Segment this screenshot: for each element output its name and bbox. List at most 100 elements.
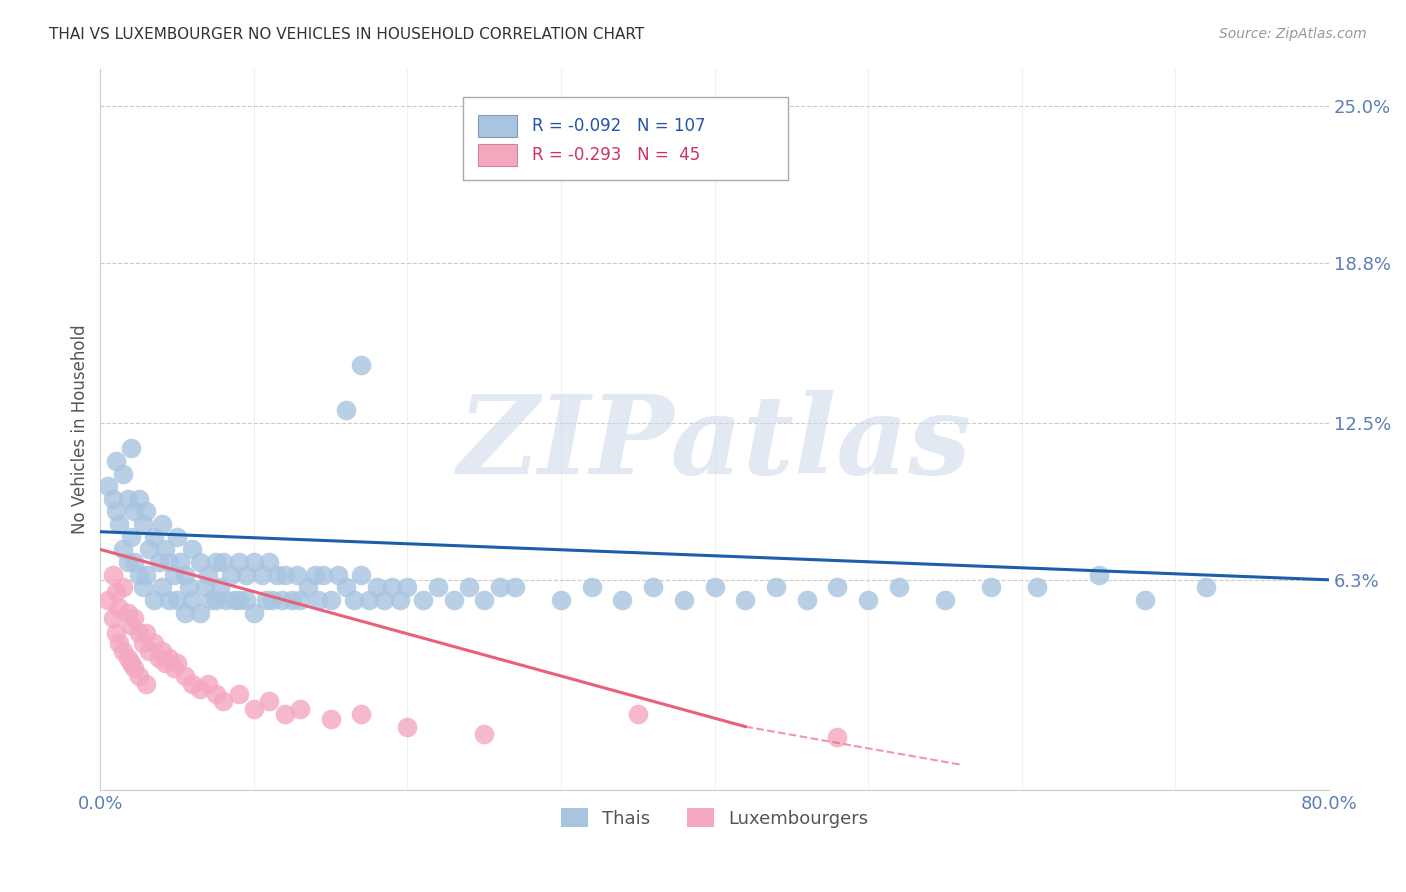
Point (128, 491, 150, 506)
Point (328, 567, 350, 582)
Point (224, 593, 246, 607)
Point (887, 581, 910, 595)
Point (472, 727, 495, 741)
Point (112, 643, 135, 657)
Text: ZIPatlas: ZIPatlas (458, 390, 972, 498)
Point (120, 618, 142, 632)
Point (581, 581, 603, 595)
Point (350, 358, 373, 372)
Point (266, 567, 288, 582)
FancyBboxPatch shape (478, 115, 517, 137)
Point (796, 593, 818, 607)
Point (427, 581, 450, 595)
Point (281, 593, 304, 607)
FancyBboxPatch shape (478, 145, 517, 166)
Point (219, 567, 242, 582)
Point (228, 593, 250, 607)
Point (104, 585, 127, 599)
Point (412, 593, 434, 607)
Point (197, 567, 219, 582)
Point (143, 530, 166, 544)
Point (101, 611, 124, 625)
Point (163, 661, 186, 675)
Point (138, 542, 160, 557)
Point (488, 581, 510, 595)
Point (163, 567, 186, 582)
Point (143, 636, 166, 650)
Point (215, 593, 238, 607)
Point (107, 636, 129, 650)
Point (173, 669, 195, 683)
Point (350, 567, 373, 582)
Point (104, 454, 127, 468)
Point (335, 581, 357, 595)
Text: R = -0.293   N =  45: R = -0.293 N = 45 (531, 146, 700, 164)
Point (150, 581, 173, 595)
Point (350, 706, 373, 721)
Point (472, 593, 495, 607)
Point (117, 555, 139, 569)
Point (159, 555, 181, 569)
Point (104, 504, 127, 518)
Point (122, 611, 145, 625)
Point (166, 593, 188, 607)
Text: Source: ZipAtlas.com: Source: ZipAtlas.com (1219, 27, 1367, 41)
Point (166, 657, 188, 671)
Point (204, 593, 226, 607)
Point (112, 467, 135, 481)
Point (148, 555, 170, 569)
Point (827, 581, 849, 595)
Point (212, 555, 235, 569)
Point (703, 581, 725, 595)
Y-axis label: No Vehicles in Household: No Vehicles in Household (72, 325, 89, 534)
Point (132, 517, 155, 532)
Point (643, 581, 665, 595)
Point (1195, 581, 1218, 595)
Point (612, 593, 634, 607)
Point (101, 491, 124, 506)
Point (319, 593, 342, 607)
Point (181, 542, 204, 557)
Point (765, 581, 787, 595)
Point (153, 657, 176, 671)
Point (188, 681, 211, 696)
Point (458, 581, 481, 595)
Point (194, 581, 217, 595)
Point (254, 593, 277, 607)
Point (169, 555, 191, 569)
Point (319, 712, 342, 726)
Point (138, 643, 160, 657)
Point (135, 504, 157, 518)
Point (550, 593, 572, 607)
Point (112, 581, 135, 595)
Point (117, 651, 139, 665)
Point (166, 530, 188, 544)
Point (627, 706, 650, 721)
Point (143, 593, 166, 607)
Point (373, 593, 395, 607)
Point (259, 555, 281, 569)
Point (117, 606, 139, 620)
Point (132, 636, 155, 650)
Point (181, 676, 204, 690)
Point (212, 694, 235, 708)
Point (120, 441, 142, 455)
Point (181, 593, 204, 607)
Point (297, 581, 319, 595)
Point (122, 555, 145, 569)
Point (150, 517, 173, 532)
Point (288, 593, 311, 607)
Point (228, 555, 250, 569)
Point (250, 567, 273, 582)
Text: R = -0.092   N = 107: R = -0.092 N = 107 (531, 117, 704, 136)
Point (188, 606, 211, 620)
Point (117, 491, 139, 506)
Point (173, 606, 195, 620)
Point (128, 567, 150, 582)
Point (672, 593, 695, 607)
FancyBboxPatch shape (463, 97, 789, 180)
Point (235, 593, 257, 607)
Point (204, 687, 226, 701)
Point (503, 581, 526, 595)
Point (980, 581, 1002, 595)
